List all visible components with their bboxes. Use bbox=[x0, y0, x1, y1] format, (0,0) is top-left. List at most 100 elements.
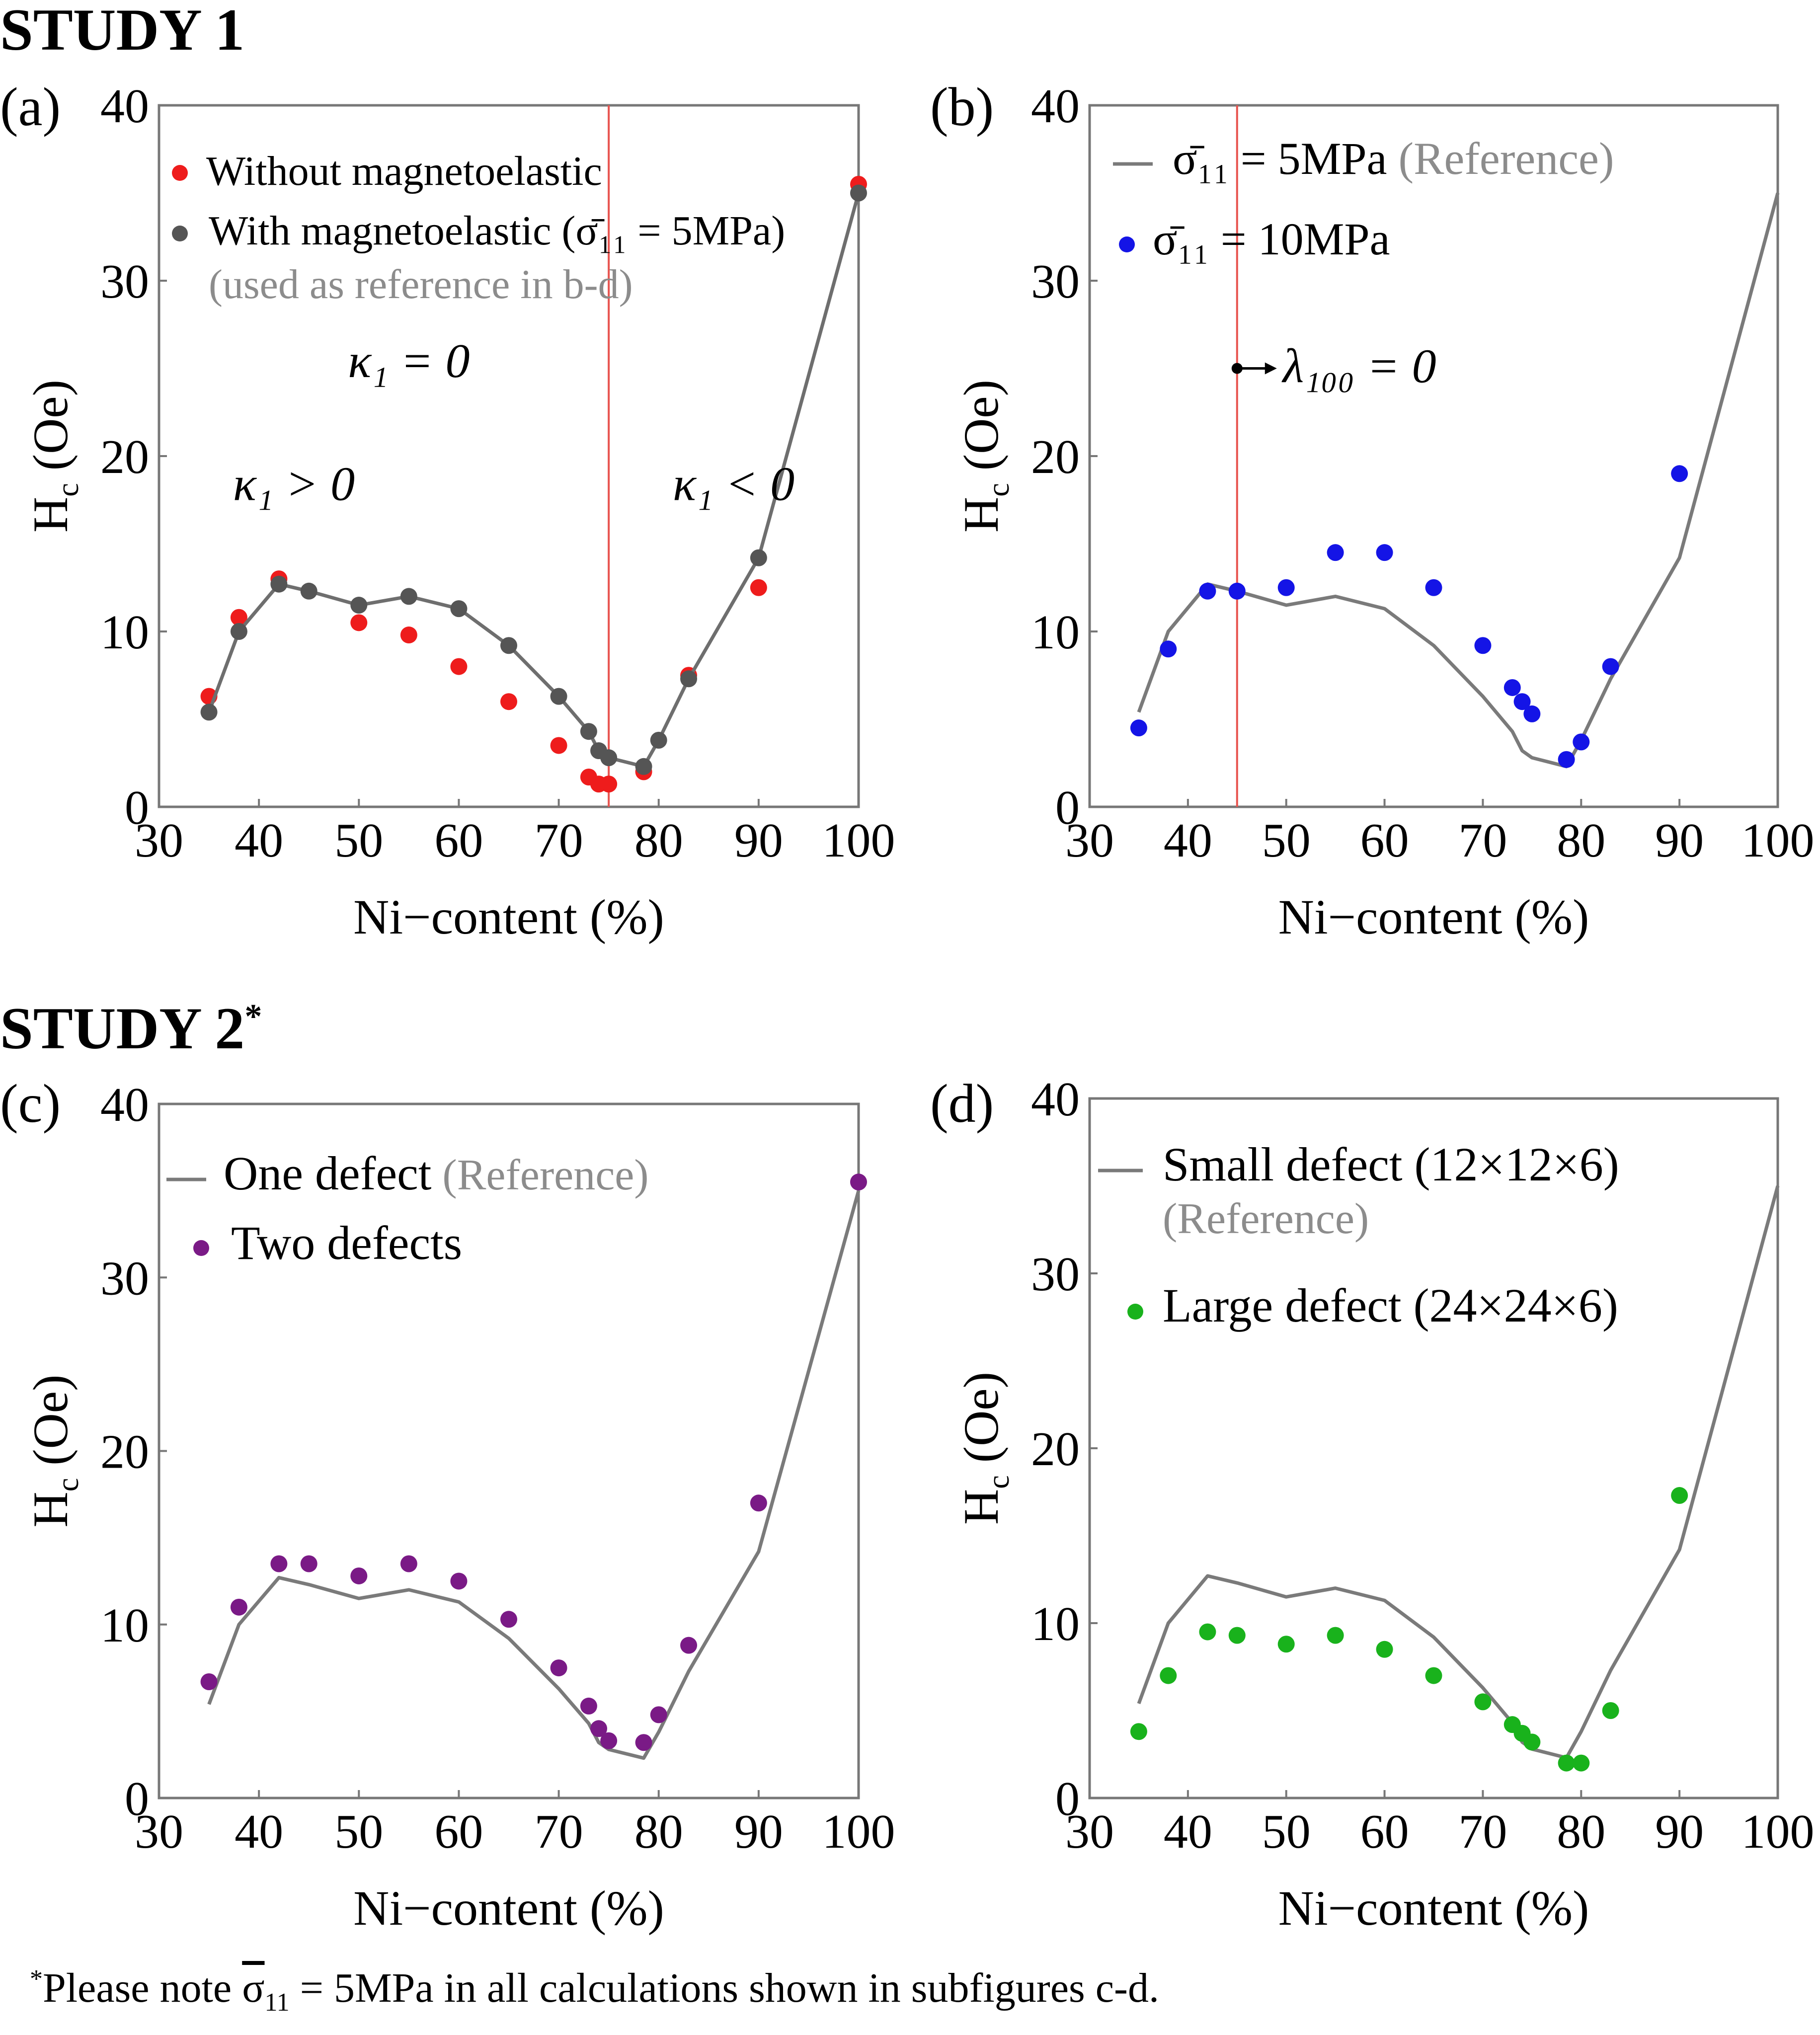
data-point bbox=[1327, 544, 1344, 561]
data-point bbox=[1671, 1487, 1688, 1504]
x-tick-label: 90 bbox=[734, 1805, 783, 1859]
x-tick-label: 40 bbox=[1164, 814, 1212, 867]
x-tick-label: 30 bbox=[135, 1805, 183, 1859]
y-tick-label: 10 bbox=[1031, 606, 1080, 659]
legend-text: σ̄₁₁ = 5MPa (Reference) bbox=[1173, 133, 1614, 184]
data-point bbox=[550, 737, 567, 754]
y-tick-label: 30 bbox=[1031, 1248, 1080, 1301]
x-tick-label: 100 bbox=[1741, 814, 1815, 867]
x-tick-label: 60 bbox=[1360, 814, 1409, 867]
footnote-mark: * bbox=[30, 1965, 43, 1993]
data-point bbox=[750, 579, 767, 596]
legend-text: Large defect (24×24×6) bbox=[1163, 1279, 1618, 1332]
y-axis-label: Hc (Oe) bbox=[953, 1372, 1016, 1525]
panel-a: (a) 30 40 50 60 70 80 90 100 0 10 20 30 40 Ni−content … bbox=[0, 77, 895, 944]
y-tick-label: 20 bbox=[100, 1425, 149, 1479]
data-point bbox=[270, 1555, 288, 1572]
data-point bbox=[850, 1174, 867, 1191]
data-point bbox=[1558, 1754, 1575, 1772]
data-point bbox=[1425, 1667, 1442, 1684]
legend-d: Small defect (12×12×6)(Reference) Large d… bbox=[1098, 1138, 1619, 1332]
data-point bbox=[550, 1659, 567, 1677]
legend-text: One defect (Reference) bbox=[224, 1147, 649, 1200]
x-axis-label: Ni−content (%) bbox=[1278, 889, 1589, 944]
data-point bbox=[1199, 1623, 1216, 1641]
data-point bbox=[1523, 1733, 1541, 1751]
data-point bbox=[580, 723, 597, 740]
data-point bbox=[1130, 719, 1147, 737]
x-tick-label: 50 bbox=[1262, 1805, 1311, 1859]
y-tick-label: 40 bbox=[100, 79, 149, 133]
y-tick-label: 10 bbox=[100, 606, 149, 659]
legend-marker bbox=[193, 1240, 209, 1256]
legend-marker bbox=[1119, 236, 1135, 252]
study-1-heading: STUDY 1 bbox=[0, 0, 245, 63]
data-point bbox=[650, 731, 667, 749]
x-tick-label: 30 bbox=[1065, 1805, 1114, 1859]
data-point bbox=[635, 1734, 652, 1751]
legend-text-reference: (used as reference in b-d) bbox=[209, 261, 633, 308]
x-tick-label: 90 bbox=[1655, 1805, 1704, 1859]
data-point bbox=[1228, 1627, 1246, 1644]
y-axis-label-main: H bbox=[23, 1491, 78, 1527]
x-tick-label: 80 bbox=[1557, 814, 1605, 867]
data-point bbox=[1130, 1723, 1147, 1740]
x-axis-label: Ni−content (%) bbox=[1278, 1880, 1589, 1936]
footnote-sub: 11 bbox=[264, 1988, 290, 2017]
x-tick-label: 50 bbox=[334, 814, 383, 867]
data-point bbox=[750, 1494, 767, 1512]
y-tick-label: 0 bbox=[125, 1772, 149, 1826]
legend-a: Without magnetoelastic With magnetoelasti… bbox=[172, 148, 785, 308]
series-line-0 bbox=[1137, 1185, 1780, 1760]
annotation: κ₁ < 0 bbox=[673, 457, 794, 511]
data-point bbox=[350, 1567, 368, 1584]
data-point bbox=[750, 549, 767, 566]
footnote: *Please note σ11 = 5MPa in all calculati… bbox=[30, 1966, 1159, 2016]
x-tick-label: 60 bbox=[1360, 1805, 1409, 1859]
study-2-heading: STUDY 2* bbox=[0, 999, 262, 1058]
x-tick-label: 90 bbox=[1655, 814, 1704, 867]
data-point bbox=[1474, 637, 1492, 654]
series-line-0 bbox=[1137, 192, 1780, 769]
data-point bbox=[300, 1555, 317, 1572]
x-axis-label: Ni−content (%) bbox=[353, 1880, 664, 1936]
x-axis-label: Ni−content (%) bbox=[353, 889, 664, 944]
x-tick-label: 90 bbox=[734, 814, 783, 867]
x-tick-label: 50 bbox=[334, 1805, 383, 1859]
x-tick-label: 100 bbox=[1741, 1805, 1815, 1859]
data-point bbox=[400, 1555, 417, 1572]
x-tick-label: 80 bbox=[634, 814, 683, 867]
footnote-sigma: σ bbox=[242, 1965, 265, 2011]
legend-text-main: σ̄₁₁ = 5MPa bbox=[1173, 133, 1387, 184]
data-point bbox=[200, 704, 218, 721]
y-tick-label: 30 bbox=[100, 1252, 149, 1305]
y-tick-label: 10 bbox=[100, 1599, 149, 1652]
y-tick-label: 40 bbox=[1031, 79, 1080, 133]
y-axis-label-sub: c bbox=[982, 483, 1016, 497]
study-2-heading-text: STUDY 2 bbox=[0, 995, 245, 1061]
y-axis-label-main: H bbox=[23, 497, 78, 533]
data-point bbox=[300, 582, 317, 600]
x-tick-label: 70 bbox=[535, 1805, 583, 1859]
legend-text-extra: (Reference) bbox=[1387, 133, 1614, 184]
y-axis-label-unit: (Oe) bbox=[23, 380, 78, 483]
annotation: κ₁ > 0 bbox=[233, 457, 355, 511]
legend-marker bbox=[172, 226, 188, 241]
data-point bbox=[500, 637, 517, 654]
y-tick-label: 30 bbox=[1031, 255, 1080, 309]
data-point bbox=[1602, 1702, 1619, 1719]
y-tick-label: 20 bbox=[1031, 430, 1080, 484]
y-axis-label-sub: c bbox=[982, 1475, 1016, 1489]
panel-label-d: (d) bbox=[930, 1073, 994, 1134]
y-axis-label-unit: (Oe) bbox=[23, 1375, 78, 1478]
legend-marker bbox=[172, 165, 188, 181]
x-tick-label: 30 bbox=[135, 814, 183, 867]
data-point bbox=[1228, 582, 1246, 600]
data-point bbox=[1513, 693, 1531, 710]
footnote-suffix: = 5MPa in all calculations shown in subf… bbox=[289, 1965, 1160, 2011]
legend-text-extra: (Reference) bbox=[431, 1151, 648, 1199]
data-point bbox=[580, 1697, 597, 1715]
data-point bbox=[1558, 751, 1575, 768]
data-point bbox=[1425, 579, 1442, 596]
